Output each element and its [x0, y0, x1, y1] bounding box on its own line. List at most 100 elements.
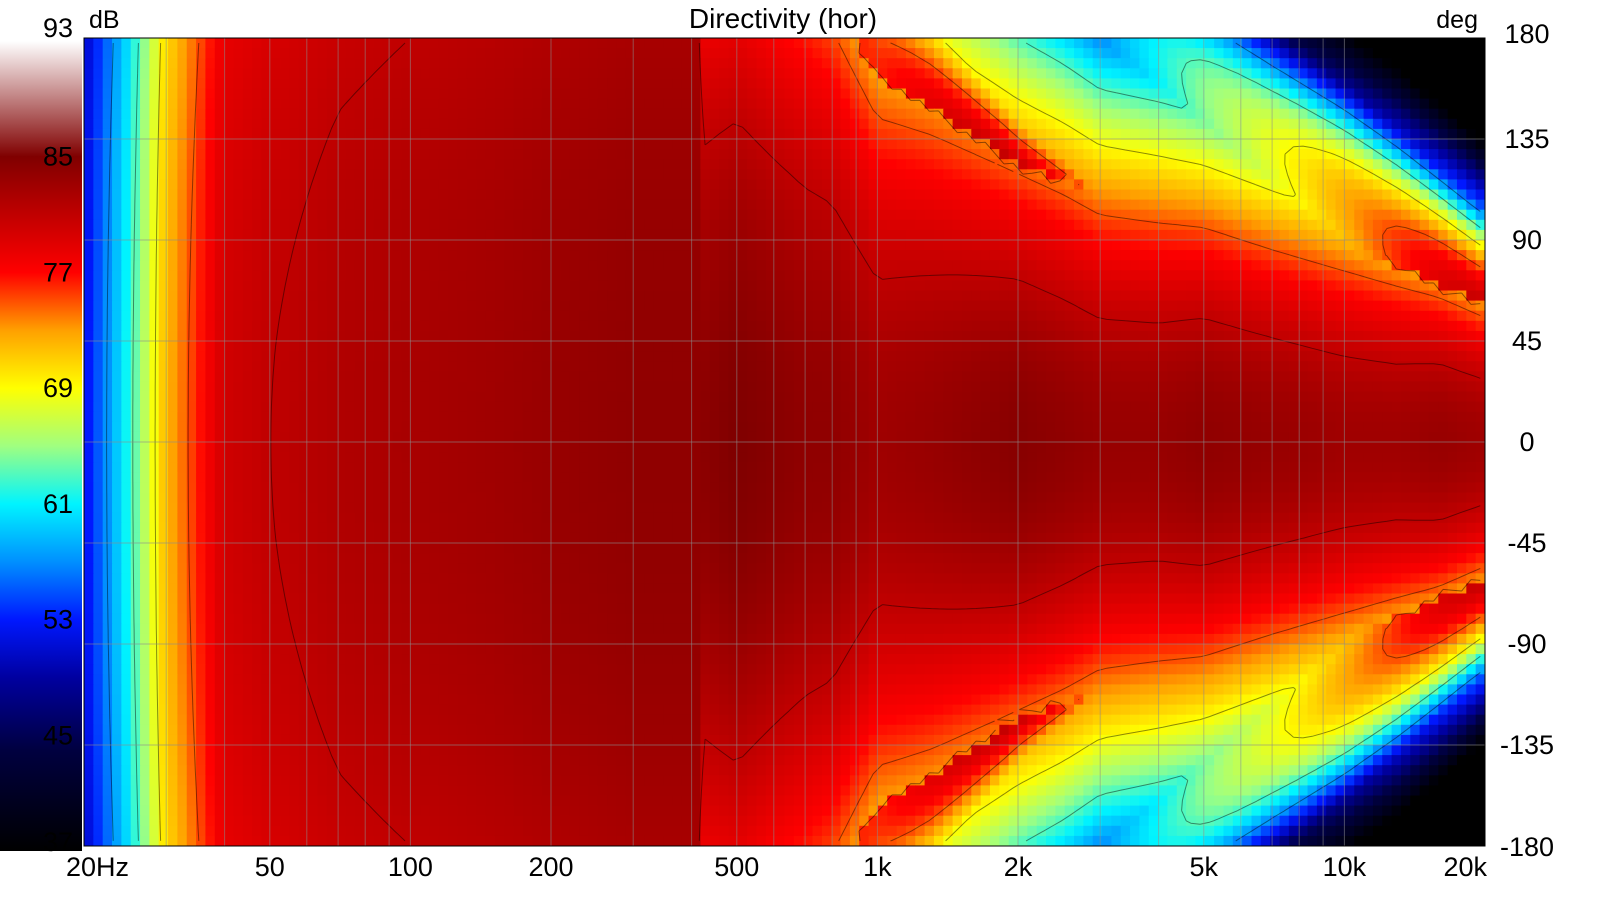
heatmap-cell	[1018, 341, 1028, 352]
heatmap-cell	[1308, 78, 1318, 89]
heatmap-cell	[458, 78, 468, 89]
heatmap-cell	[514, 230, 524, 241]
heatmap-cell	[1317, 270, 1327, 281]
heatmap-cell	[756, 210, 766, 221]
heatmap-cell	[131, 301, 141, 312]
heatmap-cell	[532, 341, 542, 352]
heatmap-cell	[476, 159, 486, 170]
heatmap-cell	[430, 129, 440, 140]
heatmap-cell	[1410, 190, 1420, 201]
heatmap-cell	[187, 169, 197, 180]
heatmap-cell	[1317, 139, 1327, 150]
heatmap-cell	[1289, 260, 1299, 271]
heatmap-cell	[1018, 240, 1028, 251]
heatmap-cell	[495, 78, 505, 89]
heatmap-cell	[682, 260, 692, 271]
heatmap-cell	[121, 38, 131, 49]
heatmap-cell	[598, 260, 608, 271]
heatmap-cell	[112, 159, 122, 170]
heatmap-cell	[1167, 331, 1177, 342]
heatmap-cell	[486, 291, 496, 302]
heatmap-cell	[542, 48, 552, 59]
heatmap-cell	[1448, 270, 1458, 281]
heatmap-cell	[915, 190, 925, 201]
heatmap-cell	[1121, 301, 1131, 312]
heatmap-cell	[672, 99, 682, 110]
heatmap-cell	[1093, 58, 1103, 69]
heatmap-cell	[1065, 220, 1075, 231]
heatmap-cell	[710, 99, 720, 110]
heatmap-cell	[280, 190, 290, 201]
heatmap-cell	[999, 210, 1009, 221]
heatmap-cell	[112, 190, 122, 201]
heatmap-cell	[710, 89, 720, 100]
heatmap-cell	[84, 230, 94, 241]
heatmap-cell	[196, 321, 206, 332]
heatmap-cell	[682, 351, 692, 362]
heatmap-cell	[1009, 230, 1019, 241]
heatmap-cell	[374, 99, 384, 110]
heatmap-cell	[925, 190, 935, 201]
heatmap-cell	[383, 190, 393, 201]
heatmap-cell	[1308, 200, 1318, 211]
heatmap-cell	[177, 260, 187, 271]
heatmap-cell	[654, 321, 664, 332]
heatmap-cell	[1392, 38, 1402, 49]
heatmap-cell	[738, 139, 748, 150]
heatmap-cell	[785, 99, 795, 110]
heatmap-cell	[570, 250, 580, 261]
heatmap-cell	[1429, 129, 1439, 140]
heatmap-cell	[1083, 48, 1093, 59]
heatmap-cell	[112, 119, 122, 130]
heatmap-cell	[616, 341, 626, 352]
heatmap-cell	[710, 351, 720, 362]
heatmap-cell	[346, 200, 356, 211]
heatmap-cell	[1448, 351, 1458, 362]
heatmap-cell	[598, 341, 608, 352]
heatmap-cell	[813, 220, 823, 231]
heatmap-cell	[1429, 341, 1439, 352]
heatmap-cell	[887, 119, 897, 130]
heatmap-cell	[486, 38, 496, 49]
heatmap-cell	[1242, 291, 1252, 302]
heatmap-cell	[1466, 58, 1476, 69]
heatmap-cell	[1121, 99, 1131, 110]
heatmap-cell	[280, 149, 290, 160]
heatmap-cell	[756, 230, 766, 241]
heatmap-cell	[1186, 109, 1196, 120]
heatmap-cell	[1373, 331, 1383, 342]
heatmap-cell	[644, 260, 654, 271]
heatmap-cell	[1457, 280, 1467, 291]
heatmap-cell	[280, 230, 290, 241]
heatmap-cell	[859, 149, 869, 160]
heatmap-cell	[383, 179, 393, 190]
heatmap-cell	[215, 250, 225, 261]
heatmap-cell	[1242, 200, 1252, 211]
heatmap-cell	[560, 58, 570, 69]
heatmap-cell	[990, 260, 1000, 271]
heatmap-cell	[1046, 220, 1056, 231]
heatmap-cell	[1130, 301, 1140, 312]
heatmap-cell	[1111, 68, 1121, 79]
heatmap-cell	[719, 78, 729, 89]
heatmap-cell	[710, 341, 720, 352]
heatmap-cell	[1326, 321, 1336, 332]
heatmap-cell	[495, 139, 505, 150]
heatmap-cell	[1345, 361, 1355, 372]
heatmap-cell	[411, 139, 421, 150]
heatmap-cell	[962, 280, 972, 291]
heatmap-cell	[775, 190, 785, 201]
heatmap-cell	[700, 331, 710, 342]
heatmap-cell	[588, 200, 598, 211]
heatmap-cell	[448, 139, 458, 150]
heatmap-cell	[1317, 190, 1327, 201]
heatmap-cell	[1139, 200, 1149, 211]
heatmap-cell	[1083, 190, 1093, 201]
heatmap-cell	[486, 129, 496, 140]
heatmap-cell	[318, 210, 328, 221]
heatmap-cell	[448, 240, 458, 251]
heatmap-cell	[1289, 119, 1299, 130]
heatmap-cell	[841, 190, 851, 201]
heatmap-cell	[420, 190, 430, 201]
heatmap-cell	[532, 190, 542, 201]
